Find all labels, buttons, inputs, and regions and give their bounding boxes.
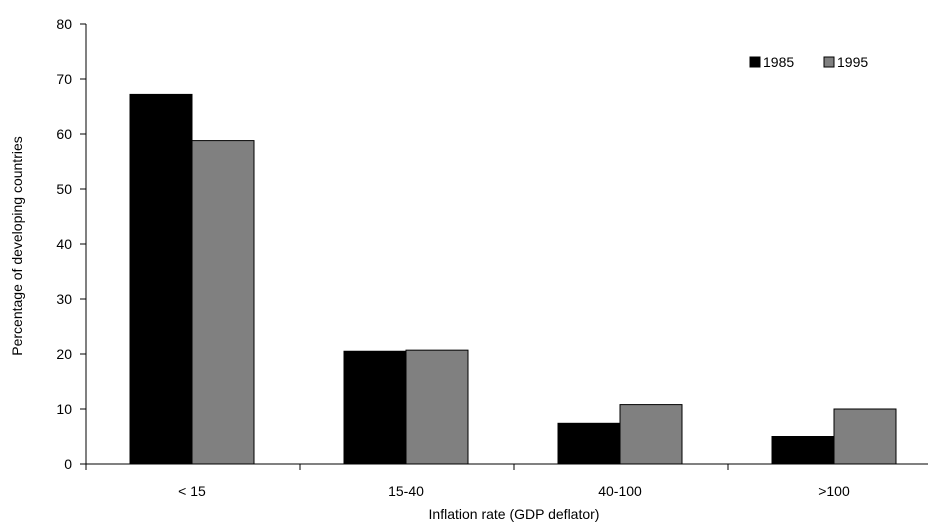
bar-1985-1 <box>343 350 407 465</box>
y-tick-label: 40 <box>56 236 72 252</box>
y-tick-label: 30 <box>56 291 72 307</box>
bar-1995-0 <box>191 140 255 465</box>
x-tick-label: 15-40 <box>388 483 424 499</box>
bar-1995-1 <box>405 349 469 465</box>
y-axis: 0 10 20 30 40 50 60 70 80 <box>56 16 87 472</box>
x-axis-title: Inflation rate (GDP deflator) <box>429 506 600 522</box>
bars <box>129 93 897 465</box>
y-tick-label: 20 <box>56 346 72 362</box>
x-tick-label: >100 <box>818 483 850 499</box>
y-tick-label: 80 <box>56 16 72 32</box>
y-tick-label: 10 <box>56 401 72 417</box>
y-tick-label: 0 <box>64 456 72 472</box>
y-tick-label: 70 <box>56 71 72 87</box>
y-tick-label: 50 <box>56 181 72 197</box>
x-tick-label: < 15 <box>178 483 206 499</box>
legend-label-1995: 1995 <box>837 54 868 70</box>
bar-1985-3 <box>771 436 835 465</box>
y-axis-title: Percentage of developing countries <box>9 136 25 355</box>
bar-1985-0 <box>129 93 193 465</box>
bar-1985-2 <box>557 422 621 465</box>
bar-1995-3 <box>833 408 897 465</box>
legend-swatch-1995 <box>823 56 835 68</box>
legend: 1985 1995 <box>749 54 868 70</box>
legend-swatch-1985 <box>749 56 761 68</box>
bar-1995-2 <box>619 404 683 465</box>
x-axis: < 15 15-40 40-100 >100 <box>85 463 928 499</box>
y-tick-label: 60 <box>56 126 72 142</box>
x-tick-label: 40-100 <box>598 483 642 499</box>
legend-label-1985: 1985 <box>763 54 794 70</box>
